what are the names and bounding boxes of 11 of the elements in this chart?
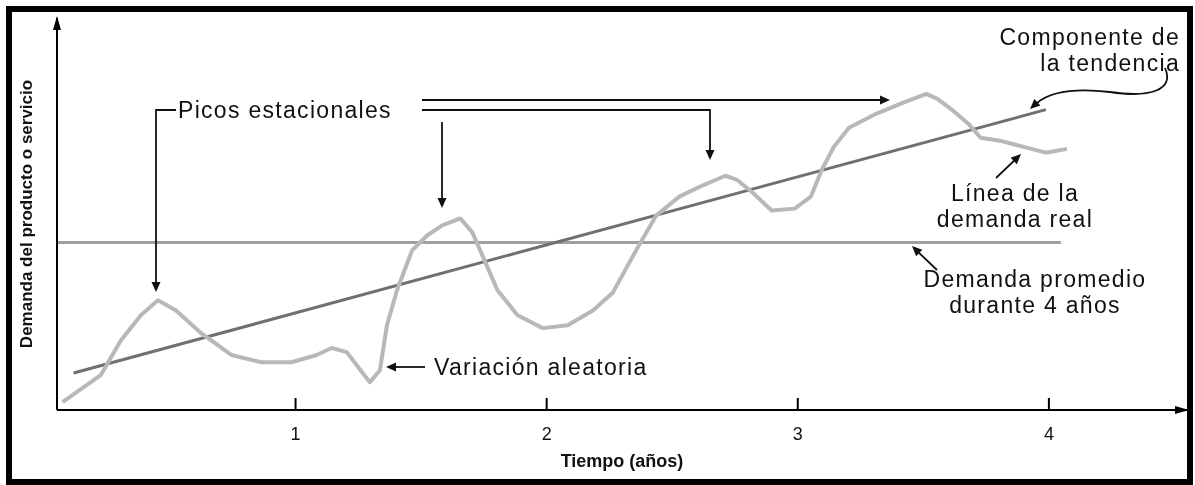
annotation: Variación aleatoria: [434, 354, 648, 380]
x-tick-label: 3: [792, 423, 803, 444]
x-tick-label: 2: [541, 423, 552, 444]
annotation: Línea de la demanda real: [935, 180, 1095, 232]
y-axis-title: Demanda del producto o servicio: [16, 79, 36, 349]
text: Componente de la tendencia: [998, 24, 1180, 76]
x-axis-title: Tiempo (años): [560, 451, 684, 472]
x-tick-label: 4: [1043, 423, 1054, 444]
x-tick-label: 1: [290, 423, 301, 444]
annotation: Picos estacionales: [178, 97, 392, 123]
annotation: Demanda promedio durante 4 años: [922, 266, 1148, 318]
